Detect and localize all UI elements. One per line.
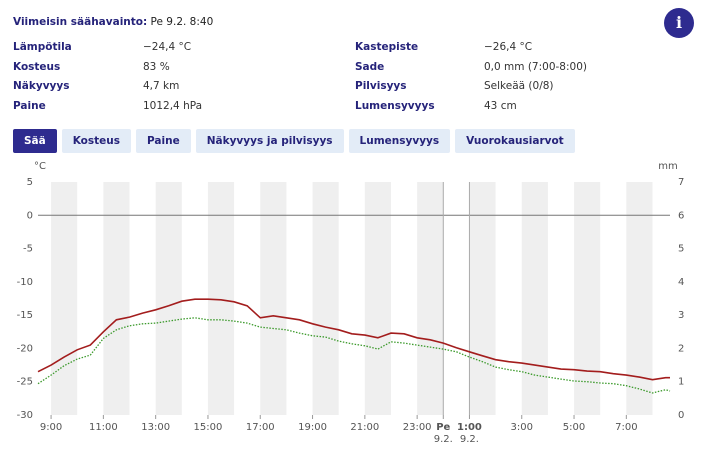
y-tick-label: -5 <box>23 244 33 255</box>
tab[interactable]: Paine <box>136 129 191 153</box>
header-title: Viimeisin säähavainto: <box>13 16 148 28</box>
obs-value: Selkeää (0/8) <box>484 80 554 93</box>
day-sublabel: 9.2. <box>460 434 479 445</box>
tab[interactable]: Näkyvyys ja pilvisyys <box>195 129 344 153</box>
hour-band <box>364 182 391 415</box>
hour-band <box>417 182 444 415</box>
tab[interactable]: Lumensyvyys <box>348 129 451 153</box>
y-tick-label: -25 <box>17 377 33 388</box>
y2-tick-label: 0 <box>678 410 684 421</box>
x-tick-label: 1:00 <box>457 422 482 433</box>
obs-label: Lämpötila <box>13 41 72 53</box>
hour-band <box>626 182 653 415</box>
y2-axis-label: mm <box>658 161 677 172</box>
hour-band <box>51 182 78 415</box>
obs-label: Kosteus <box>13 60 61 73</box>
x-tick-label: 15:00 <box>194 422 223 433</box>
obs-value: 1012,4 hPa <box>143 100 203 113</box>
x-tick-label: 9:00 <box>40 422 62 433</box>
y-tick-label: -10 <box>17 277 33 288</box>
hour-band <box>312 182 339 415</box>
y-tick-label: -15 <box>17 310 33 321</box>
y-axis-label: °C <box>34 161 46 172</box>
x-tick-label: 11:00 <box>89 422 118 433</box>
day-sublabel: 9.2. <box>434 434 453 445</box>
hour-band <box>103 182 130 415</box>
hour-band <box>574 182 601 415</box>
x-tick-label: 5:00 <box>563 422 585 433</box>
obs-label: Paine <box>13 100 46 113</box>
x-tick-label: 7:00 <box>615 422 637 433</box>
hour-band <box>469 182 496 415</box>
series-line <box>37 298 670 381</box>
y2-tick-label: 3 <box>678 310 684 321</box>
header-time: Pe 9.2. 8:40 <box>150 16 214 28</box>
y-tick-label: 5 <box>27 177 33 188</box>
obs-label: Lumensyvyys <box>355 100 435 113</box>
obs-value: 83 % <box>143 60 170 73</box>
y2-tick-label: 2 <box>678 343 684 354</box>
hour-band <box>521 182 548 415</box>
y-tick-label: -30 <box>17 410 33 421</box>
obs-value: 4,7 km <box>143 80 180 93</box>
tab[interactable]: Vuorokausiarvot <box>455 129 575 153</box>
hour-band <box>260 182 287 415</box>
tab[interactable]: Kosteus <box>61 129 132 153</box>
tab-bar: Sää Kosteus Paine Näkyvyys ja pilvisyys Lume… <box>13 129 575 153</box>
x-tick-label: 13:00 <box>141 422 170 433</box>
y2-tick-label: 5 <box>678 244 684 255</box>
x-tick-label: 23:00 <box>403 422 432 433</box>
x-tick-label: 3:00 <box>511 422 533 433</box>
hour-band <box>155 182 182 415</box>
y-tick-label: 0 <box>27 210 33 221</box>
obs-value: −24,4 °C <box>143 41 192 53</box>
tab[interactable]: Sää <box>13 129 57 153</box>
hour-band <box>207 182 235 415</box>
obs-label: Kastepiste <box>355 41 419 53</box>
x-tick-label: Pe <box>436 422 450 433</box>
obs-label: Pilvisyys <box>355 80 407 93</box>
y-tick-label: -20 <box>17 343 33 354</box>
x-tick-label: 19:00 <box>298 422 327 433</box>
x-tick-label: 17:00 <box>246 422 275 433</box>
y2-tick-label: 1 <box>678 377 684 388</box>
series-line <box>37 317 671 394</box>
obs-value: 0,0 mm (7:00-8:00) <box>484 60 587 73</box>
chart: °C mm 5 0 -5 -10 -15 -20 -25 -30 0 1 2 3 4 5 6 7 9:00 11:00… <box>17 161 685 445</box>
obs-label: Näkyvyys <box>13 80 70 93</box>
info-button[interactable]: i <box>664 8 694 38</box>
y2-tick-label: 6 <box>678 210 684 221</box>
obs-value: −26,4 °C <box>484 41 533 53</box>
y2-tick-label: 4 <box>678 277 684 288</box>
header: Viimeisin säähavainto: Pe 9.2. 8:40 <box>13 16 213 28</box>
y2-tick-label: 7 <box>678 177 684 188</box>
obs-value: 43 cm <box>484 100 517 113</box>
x-tick-label: 21:00 <box>350 422 379 433</box>
obs-label: Sade <box>355 60 385 73</box>
